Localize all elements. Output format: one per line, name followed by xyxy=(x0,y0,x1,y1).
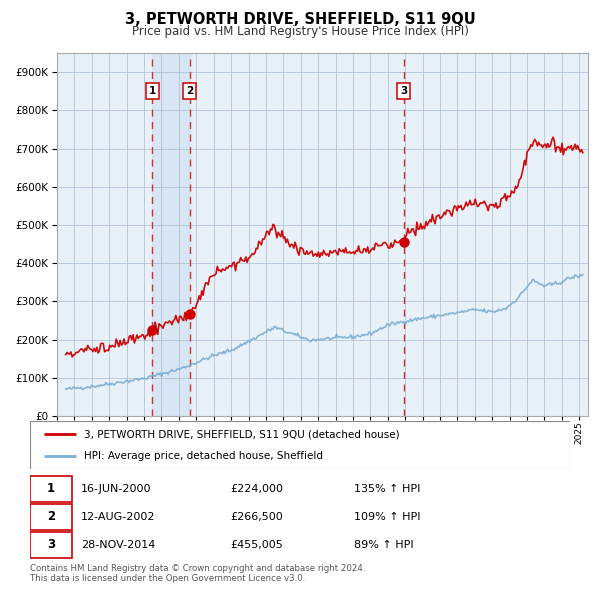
Text: 12-AUG-2002: 12-AUG-2002 xyxy=(82,512,156,522)
Text: HPI: Average price, detached house, Sheffield: HPI: Average price, detached house, Shef… xyxy=(84,451,323,461)
FancyBboxPatch shape xyxy=(30,476,72,502)
FancyBboxPatch shape xyxy=(30,532,72,558)
Text: 1: 1 xyxy=(148,86,155,96)
FancyBboxPatch shape xyxy=(30,421,570,469)
Text: Price paid vs. HM Land Registry's House Price Index (HPI): Price paid vs. HM Land Registry's House … xyxy=(131,25,469,38)
Text: 89% ↑ HPI: 89% ↑ HPI xyxy=(354,540,413,550)
Bar xyxy=(152,53,190,416)
Text: 28-NOV-2014: 28-NOV-2014 xyxy=(82,540,155,550)
Text: 3: 3 xyxy=(400,86,407,96)
Text: 1: 1 xyxy=(47,483,55,496)
FancyBboxPatch shape xyxy=(30,504,72,530)
Text: 2: 2 xyxy=(47,510,55,523)
Text: 16-JUN-2000: 16-JUN-2000 xyxy=(82,484,152,494)
Text: £224,000: £224,000 xyxy=(230,484,283,494)
Text: 109% ↑ HPI: 109% ↑ HPI xyxy=(354,512,421,522)
Text: 135% ↑ HPI: 135% ↑ HPI xyxy=(354,484,421,494)
Text: 2: 2 xyxy=(186,86,193,96)
Text: 3: 3 xyxy=(47,538,55,551)
Text: 3, PETWORTH DRIVE, SHEFFIELD, S11 9QU (detached house): 3, PETWORTH DRIVE, SHEFFIELD, S11 9QU (d… xyxy=(84,429,400,439)
Text: £455,005: £455,005 xyxy=(230,540,283,550)
Text: Contains HM Land Registry data © Crown copyright and database right 2024.
This d: Contains HM Land Registry data © Crown c… xyxy=(30,564,365,584)
Text: 3, PETWORTH DRIVE, SHEFFIELD, S11 9QU: 3, PETWORTH DRIVE, SHEFFIELD, S11 9QU xyxy=(125,12,475,27)
Text: £266,500: £266,500 xyxy=(230,512,283,522)
